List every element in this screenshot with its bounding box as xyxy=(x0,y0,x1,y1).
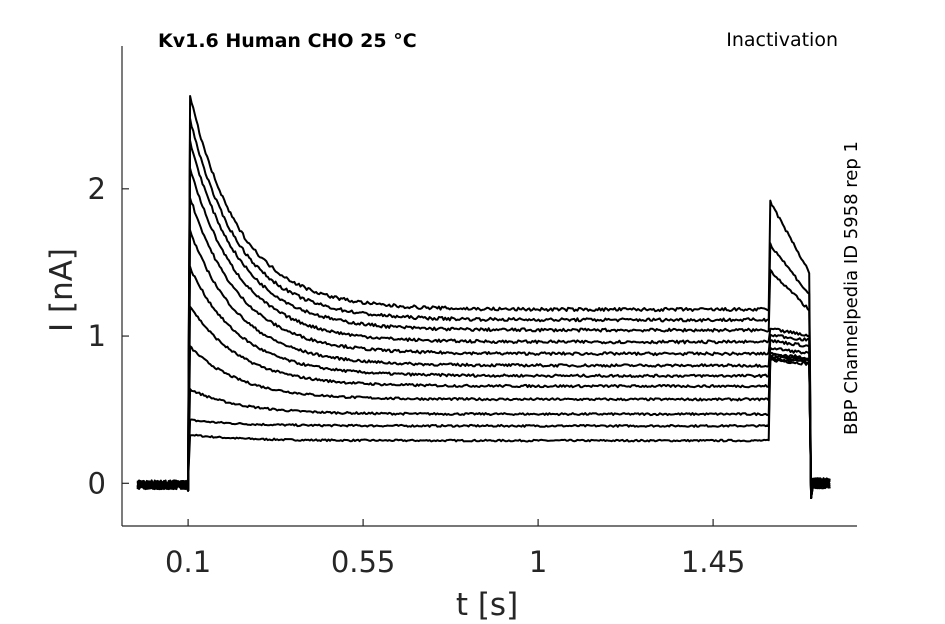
y-axis-ticks: 0 1 2 xyxy=(88,172,129,500)
x-tick-label: 1 xyxy=(529,545,547,579)
chart-title: Kv1.6 Human CHO 25 °C xyxy=(158,30,417,52)
x-tick-label: 0.55 xyxy=(331,545,396,579)
current-trace-9 xyxy=(136,167,831,499)
current-trace-11 xyxy=(136,117,831,499)
current-trace-10 xyxy=(136,139,831,499)
x-tick-label: 1.45 xyxy=(681,545,746,579)
x-tick-label: 0.1 xyxy=(165,545,211,579)
protocol-label: Inactivation xyxy=(726,29,838,51)
current-trace-6 xyxy=(136,265,831,499)
y-tick-label: 1 xyxy=(88,319,106,353)
x-axis-label: t [s] xyxy=(456,587,518,623)
y-axis-label: I [nA] xyxy=(44,248,80,332)
current-trace-1 xyxy=(136,358,830,499)
current-trace-2 xyxy=(136,357,831,499)
current-trace-4 xyxy=(136,345,831,499)
y-tick-label: 2 xyxy=(88,172,106,206)
x-axis-ticks: 0.1 0.55 1 1.45 xyxy=(165,519,745,579)
current-trace-5 xyxy=(136,305,831,499)
current-trace-7 xyxy=(136,229,831,499)
current-trace-3 xyxy=(136,355,831,499)
current-trace-12 xyxy=(136,95,830,499)
current-trace-8 xyxy=(136,197,831,499)
source-id-label: BBP Channelpedia ID 5958 rep 1 xyxy=(841,141,862,435)
y-tick-label: 0 xyxy=(88,466,106,500)
current-traces xyxy=(136,95,831,499)
